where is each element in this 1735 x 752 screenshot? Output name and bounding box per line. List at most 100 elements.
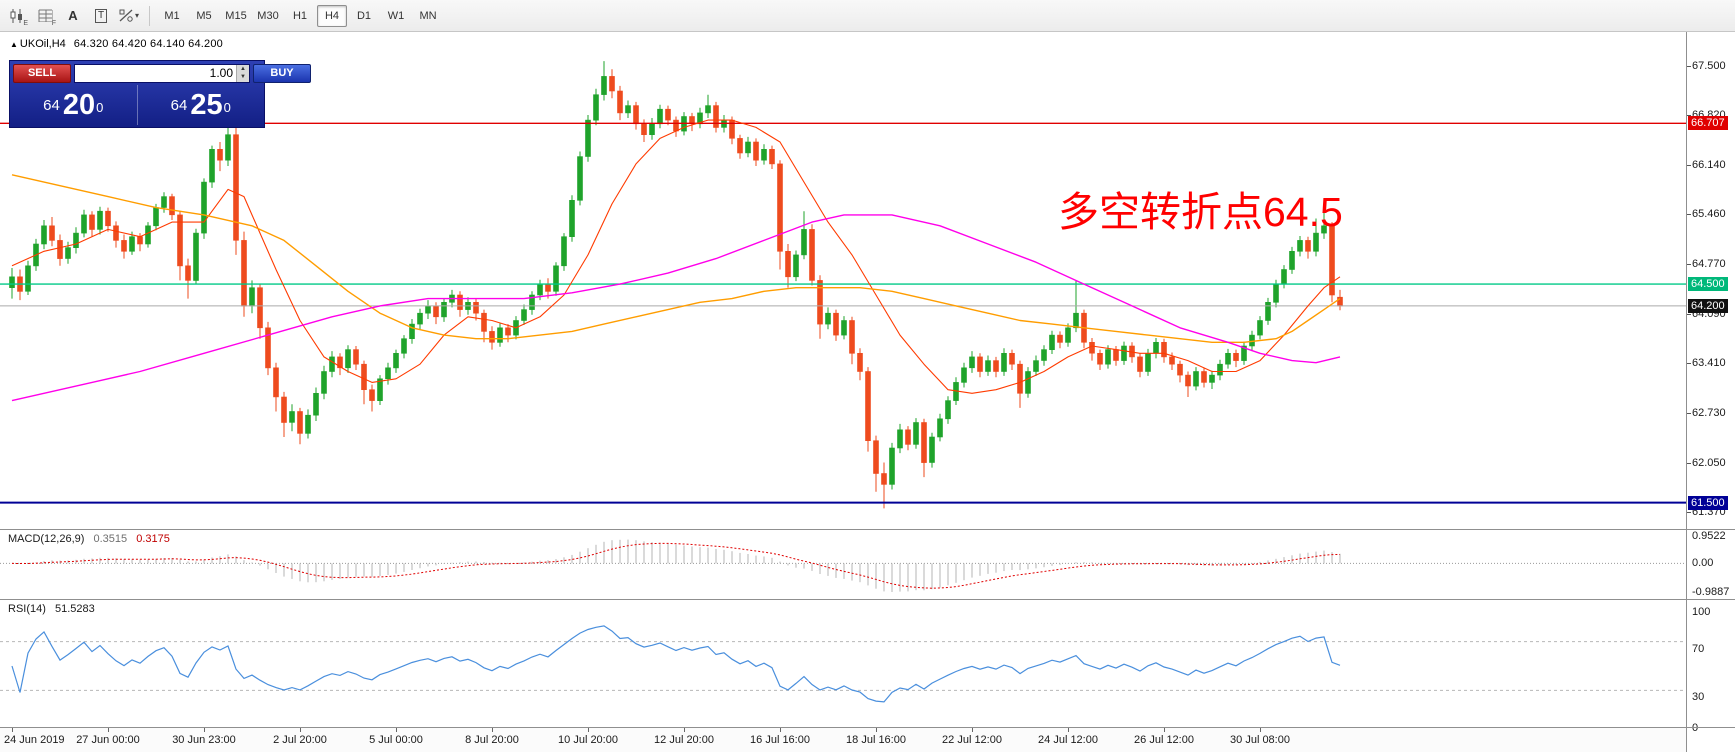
time-tick-mark [588,728,589,732]
panel-divider[interactable] [0,529,1735,530]
rsi-label: RSI(14) 51.5283 [8,603,95,615]
ma-slow [11,214,1341,402]
rsi-name: RSI(14) [8,603,46,615]
tab-timeframe-h4[interactable]: H4 [317,4,347,27]
price-tick-label: 62.730 [1692,407,1726,419]
volume-down-button[interactable]: ▼ [236,73,249,82]
chart-annotation-text: 多空转折点64.5 [1058,189,1343,235]
panel-divider[interactable] [0,599,1735,600]
toolbar: E F A T ▾ M1 M5 M15 M30 H1 H4 [0,0,1735,32]
tab-timeframe-h1[interactable]: H1 [292,9,308,22]
time-label: 18 Jul 16:00 [846,734,906,746]
time-label: 27 Jun 00:00 [76,734,140,746]
axis-tick-mark [1687,462,1691,464]
time-tick-mark [396,728,397,732]
axis-tick-mark [1687,512,1691,514]
time-label: 24 Jul 12:00 [1038,734,1098,746]
up-triangle-icon: ▲ [10,40,18,49]
axis-tick-mark [1687,115,1691,117]
candlestick-icon [10,8,22,23]
sell-price[interactable]: 64 20 0 [10,85,138,125]
time-tick-mark [972,728,973,732]
annotation-tool-button[interactable]: A [60,4,86,28]
time-label: 8 Jul 20:00 [465,734,519,746]
objects-dropdown-button[interactable]: ▾ [116,4,142,28]
quote-close: 64.200 [188,38,223,50]
time-label: 30 Jun 23:00 [172,734,236,746]
price-tick-label: 64.770 [1692,258,1726,271]
price-tick-label: 66.140 [1692,158,1726,171]
price-line-label: 61.500 [1688,495,1728,510]
tab-timeframe-m30[interactable]: M30 [257,9,279,22]
price-tick-label: -0.9887 [1692,586,1730,598]
one-click-trading-panel: SELL ▲ ▼ BUY 64 20 0 64 25 [9,60,311,128]
price-tick-label: 0 [1692,722,1699,734]
tab-timeframe-d1[interactable]: D1 [356,9,372,22]
sell-price-big: 20 [62,89,96,121]
tab-timeframe-w1[interactable]: W1 [387,9,405,22]
time-label: 26 Jul 12:00 [1134,734,1194,746]
grid-icon [38,9,53,22]
indicator-list-button[interactable]: F [32,4,58,28]
time-tick-mark [684,728,685,732]
time-tick-mark [492,728,493,732]
axis-tick-mark [1687,65,1691,67]
time-tick-mark [12,728,13,732]
volume-input[interactable] [75,64,236,82]
time-tick-mark [108,728,109,732]
tool-badge: E [23,19,28,27]
tab-timeframe-m1[interactable]: M1 [164,9,180,22]
ma-fast [11,119,1341,394]
shapes-icon [119,9,133,22]
candlestick-chart[interactable] [0,32,1686,530]
volume-up-button[interactable]: ▲ [236,64,249,73]
macd-main-value: 0.3515 [93,533,128,545]
symbol-name: UKOil,H4 [19,38,66,50]
time-tick-mark [1260,728,1261,732]
quote-low: 64.140 [150,38,185,50]
main-chart-panel[interactable]: ▲ UKOil,H4 64.320 64.420 64.140 64.200 SEL… [0,32,1686,530]
buy-price[interactable]: 64 25 0 [138,85,265,125]
rsi-line [11,625,1341,703]
price-axis[interactable]: 67.500 66.820 66.140 65.460 64.770 64.090 63.4… [1686,32,1735,752]
price-tick-label: 62.050 [1692,456,1726,469]
quote-high: 64.420 [111,38,147,50]
time-tick-mark [204,728,205,732]
chevron-down-icon: ▾ [134,11,139,20]
price-line-label: 64.200 [1688,298,1728,313]
quote-open: 64.320 [73,38,109,50]
price-tick-label: 100 [1692,606,1711,618]
time-label: 2 Jul 20:00 [273,734,327,746]
tab-timeframe-mn[interactable]: MN [419,9,437,22]
time-tick-mark [780,728,781,732]
price-tick-label: 0.00 [1692,557,1714,570]
time-axis[interactable]: 24 Jun 2019 27 Jun 00:00 30 Jun 23:00 2 Jul… [0,728,1686,752]
time-label: 16 Jul 16:00 [750,734,810,746]
macd-signal-line [11,542,1341,589]
buy-price-big: 25 [190,89,223,121]
price-line-label: 66.707 [1688,116,1728,131]
sell-button[interactable]: SELL [13,63,71,83]
price-tick-label: 63.410 [1692,357,1726,370]
price-line-label: 64.500 [1688,277,1728,292]
text-box-icon: T [94,8,108,23]
buy-price-head: 64 [170,96,188,114]
rsi-chart [0,625,1686,703]
tab-timeframe-m5[interactable]: M5 [196,9,212,22]
text-tool-button[interactable]: T [88,4,114,28]
axis-tick-mark [1687,413,1691,414]
buy-button[interactable]: BUY [253,63,311,83]
chart-style-candles-button[interactable]: E [4,4,30,28]
macd-panel[interactable]: MACD(12,26,9) 0.3515 0.3175 [0,530,1686,600]
ma-medium [11,174,1341,343]
sell-price-head: 64 [43,96,60,114]
tab-timeframe-m15[interactable]: M15 [225,9,247,22]
volume-field: ▲ ▼ [74,63,250,83]
rsi-panel[interactable]: RSI(14) 51.5283 [0,600,1686,728]
axis-tick-mark [1687,313,1691,315]
time-label: 10 Jul 20:00 [558,734,618,746]
price-tick-label: 30 [1692,691,1705,704]
toolbar-separator [149,5,150,26]
macd-histogram [19,539,1341,592]
